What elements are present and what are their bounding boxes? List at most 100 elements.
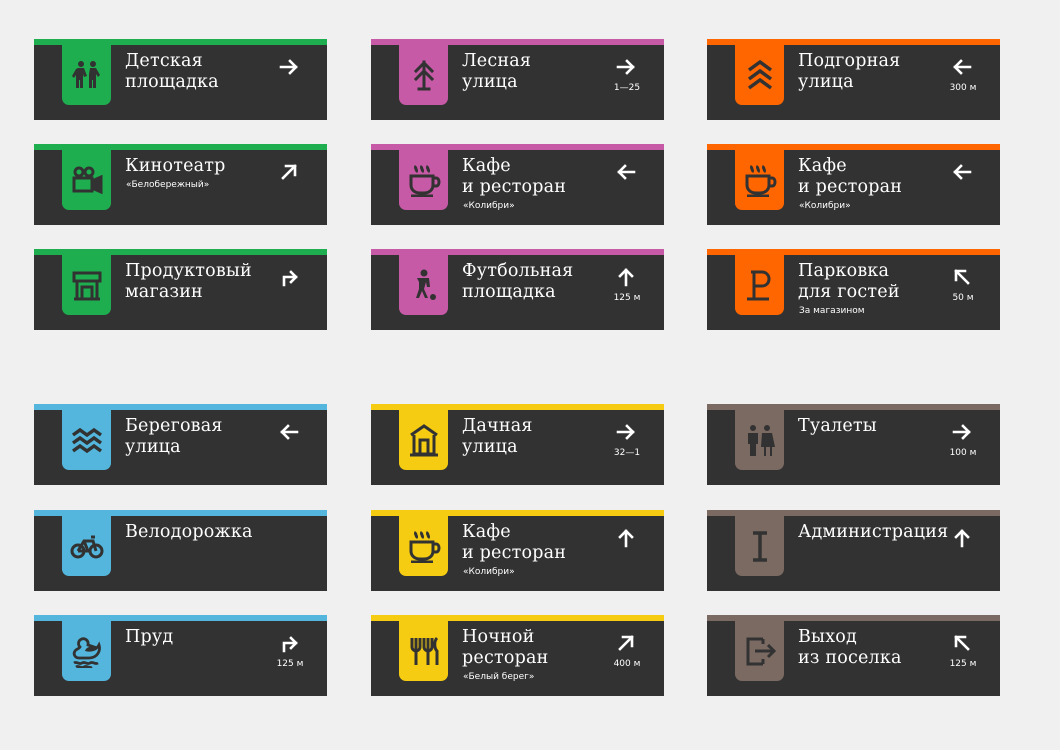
waves-icon — [71, 427, 102, 454]
sign-color-bar — [34, 39, 327, 45]
sign-color-bar — [371, 39, 664, 45]
sign-color-bar — [707, 615, 1000, 621]
arrow-right-icon — [616, 59, 635, 75]
sign-title: Кафе и ресторан — [462, 156, 567, 197]
sign-distance: 400 м — [613, 659, 641, 669]
icon-tab — [62, 150, 111, 210]
sign-color-bar — [34, 404, 327, 410]
icon-tab — [735, 621, 784, 681]
sign-distance: 125 м — [613, 293, 641, 303]
direction-arrow — [278, 161, 304, 187]
sign-color-bar — [34, 249, 327, 255]
sign-distance: 125 м — [276, 659, 304, 669]
sign-color-bar — [34, 615, 327, 621]
bicycle-icon — [70, 535, 103, 559]
icon-tab — [62, 45, 111, 105]
sign-color-bar — [371, 510, 664, 516]
sign-title: Выход из поселка — [798, 627, 902, 668]
sign-color-bar — [707, 144, 1000, 150]
arrow-right-icon — [279, 59, 298, 75]
wayfinding-sign: Кинотеатр «Белобережный» — [34, 144, 327, 225]
arrow-left-icon — [953, 164, 972, 180]
direction-arrow — [615, 421, 641, 447]
direction-arrow — [951, 527, 977, 553]
sign-title: Продуктовый магазин — [125, 261, 252, 302]
direction-arrow — [951, 632, 977, 658]
icon-tab — [399, 621, 448, 681]
sign-title: Лесная улица — [462, 51, 532, 92]
direction-arrow — [951, 161, 977, 187]
wayfinding-sign: Кафе и ресторан «Колибри» — [707, 144, 1000, 225]
sign-title: Велодорожка — [125, 522, 253, 542]
sign-title: Кинотеатр — [125, 156, 226, 176]
house-icon — [409, 424, 438, 457]
arrow-right-icon — [616, 424, 635, 440]
sign-title: Кафе и ресторан — [798, 156, 903, 197]
coffee-cup-icon — [745, 164, 777, 197]
sign-title: Пруд — [125, 627, 174, 647]
sign-title: Администрация — [798, 522, 949, 542]
sign-distance: 50 м — [952, 293, 974, 303]
arrow-left-icon — [617, 164, 636, 180]
wayfinding-sign: Кафе и ресторан «Колибри» — [371, 144, 664, 225]
icon-tab — [399, 255, 448, 315]
direction-arrow — [615, 266, 641, 292]
direction-arrow — [615, 632, 641, 658]
movie-camera-icon — [72, 166, 102, 195]
icon-tab — [735, 150, 784, 210]
sign-color-bar — [371, 249, 664, 255]
wayfinding-sign: Ночной ресторан «Белый берег» 400 м — [371, 615, 664, 696]
wayfinding-sign: Подгорная улица 300 м — [707, 39, 1000, 120]
icon-tab — [62, 410, 111, 470]
arrow-turn-right-icon — [282, 636, 298, 653]
sign-color-bar — [707, 510, 1000, 516]
wayfinding-sign: Лесная улица 1—25 — [371, 39, 664, 120]
arrow-up-right-icon — [618, 635, 634, 651]
sign-subtitle: «Колибри» — [463, 567, 515, 577]
wayfinding-sign: Администрация — [707, 510, 1000, 591]
wayfinding-sign: Выход из поселка 125 м — [707, 615, 1000, 696]
wayfinding-sign: Береговая улица — [34, 404, 327, 485]
arrow-up-icon — [618, 268, 634, 287]
direction-arrow — [615, 56, 641, 82]
sign-color-bar — [371, 615, 664, 621]
sign-subtitle: «Белый берег» — [463, 672, 535, 682]
icon-tab — [62, 255, 111, 315]
icon-tab — [62, 621, 111, 681]
wayfinding-sign: Дачная улица 32—1 — [371, 404, 664, 485]
exit-icon — [746, 637, 776, 666]
shop-counter-icon — [72, 271, 101, 301]
direction-arrow — [278, 421, 304, 447]
football-player-icon — [415, 269, 436, 300]
sign-color-bar — [34, 144, 327, 150]
wayfinding-sign: Продуктовый магазин — [34, 249, 327, 330]
sign-title: Детская площадка — [125, 51, 219, 92]
coffee-cup-icon — [409, 164, 441, 197]
icon-tab — [735, 255, 784, 315]
duck-icon — [72, 637, 101, 668]
sign-distance: 32—1 — [613, 448, 641, 458]
direction-arrow — [951, 421, 977, 447]
sign-color-bar — [707, 249, 1000, 255]
sign-color-bar — [34, 510, 327, 516]
sign-subtitle: «Колибри» — [463, 201, 515, 211]
direction-arrow — [278, 266, 304, 292]
icon-tab — [399, 410, 448, 470]
icon-tab — [399, 516, 448, 576]
wayfinding-sign: Пруд 125 м — [34, 615, 327, 696]
sign-distance: 300 м — [949, 83, 977, 93]
icon-tab — [735, 45, 784, 105]
sign-subtitle: За магазином — [799, 306, 865, 316]
sign-distance: 125 м — [949, 659, 977, 669]
arrow-left-icon — [953, 59, 972, 75]
toilets-icon — [747, 425, 775, 456]
arrow-left-icon — [280, 424, 299, 440]
parking-icon — [746, 270, 771, 301]
icon-tab — [399, 45, 448, 105]
icon-tab — [735, 516, 784, 576]
sign-subtitle: «Белобережный» — [126, 180, 210, 190]
sign-distance: 1—25 — [613, 83, 641, 93]
info-i-icon — [752, 531, 767, 562]
direction-arrow — [951, 266, 977, 292]
sign-color-bar — [371, 404, 664, 410]
